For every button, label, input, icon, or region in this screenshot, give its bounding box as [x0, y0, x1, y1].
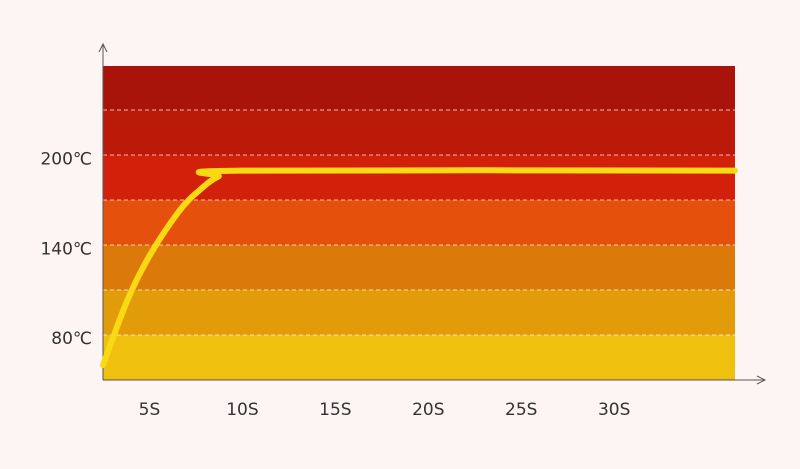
axes — [98, 42, 767, 385]
x-tick-label: 25S — [505, 400, 537, 420]
x-tick-label: 5S — [139, 400, 161, 420]
y-tick-label: 140℃ — [40, 239, 92, 259]
x-tick-label: 15S — [319, 400, 351, 420]
temperature-line — [100, 167, 738, 369]
x-tick-label: 10S — [226, 400, 258, 420]
background-bands — [103, 66, 735, 380]
y-tick-label: 80℃ — [51, 329, 92, 349]
x-tick-label: 30S — [598, 400, 630, 420]
x-tick-label: 20S — [412, 400, 444, 420]
y-tick-label: 200℃ — [40, 150, 92, 170]
